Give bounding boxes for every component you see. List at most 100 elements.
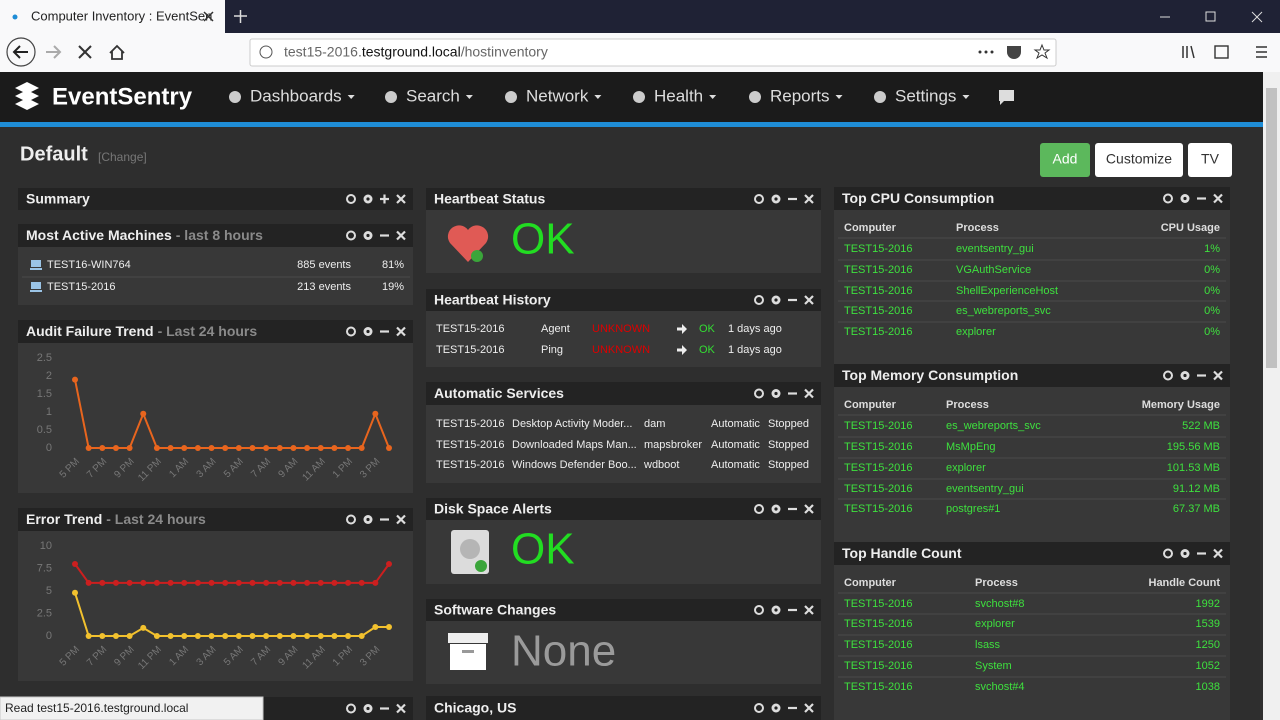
widget-header	[426, 382, 821, 405]
settings-hole	[1183, 373, 1187, 378]
button-label[interactable]: Add	[1053, 151, 1078, 167]
data-point	[317, 579, 324, 586]
nav-caret	[465, 95, 473, 99]
button-label[interactable]: Customize	[1106, 151, 1172, 167]
data-point	[208, 633, 215, 639]
tab-favicon	[12, 14, 18, 20]
button[interactable]	[1188, 143, 1232, 177]
column-header: Process	[956, 222, 999, 234]
close-icon	[804, 703, 814, 713]
url-bar[interactable]	[249, 38, 1057, 67]
data-point	[331, 633, 338, 639]
settings-hole	[774, 197, 778, 201]
refresh-icon[interactable]	[754, 295, 764, 305]
widget-body	[834, 565, 1230, 720]
cell: es_webreports_svc	[956, 305, 1051, 317]
data-point	[386, 624, 392, 630]
y-tick-label: 2.5	[37, 352, 52, 364]
y-tick-label: 0	[46, 442, 52, 454]
refresh-icon[interactable]	[1163, 548, 1173, 559]
stop	[78, 45, 92, 59]
nav-item[interactable]: Search	[406, 86, 460, 105]
chat-icon[interactable]	[999, 90, 1014, 105]
cell: Ping	[541, 344, 563, 356]
refresh-icon[interactable]	[346, 230, 356, 241]
data-point	[85, 633, 92, 639]
close-icon	[804, 295, 814, 305]
box-handle	[462, 650, 474, 653]
widget-body	[426, 520, 821, 584]
refresh-icon[interactable]	[754, 605, 764, 615]
data-point	[85, 579, 92, 586]
restore	[1205, 11, 1216, 22]
refresh-icon[interactable]	[346, 326, 356, 337]
settings-hole	[366, 197, 370, 201]
refresh-icon[interactable]	[754, 703, 764, 713]
data-point	[345, 579, 352, 586]
widget-body	[426, 405, 821, 483]
widget-header	[426, 188, 821, 210]
data-point	[140, 410, 147, 417]
home[interactable]	[109, 44, 125, 60]
data-point	[249, 579, 256, 586]
data-point	[372, 624, 379, 630]
cell: TEST15-2016	[844, 681, 912, 693]
cell: Windows Defender Boo...	[512, 459, 637, 471]
page-actions	[984, 50, 988, 54]
arrow-icon	[677, 324, 687, 334]
cell: mapsbroker	[644, 439, 702, 451]
button[interactable]	[1095, 143, 1183, 177]
nav-item[interactable]: Health	[654, 86, 703, 105]
refresh-icon[interactable]	[1163, 370, 1173, 381]
page-actions	[978, 50, 982, 54]
widget-title: Chicago, US	[434, 700, 516, 716]
cell: UNKNOWN	[592, 323, 650, 335]
cell: UNKNOWN	[592, 344, 650, 356]
cell: TEST15-2016	[844, 264, 912, 276]
refresh-icon[interactable]	[346, 703, 356, 714]
nav-item[interactable]: Settings	[895, 86, 956, 105]
cell: 522 MB	[1182, 420, 1220, 432]
cell: TEST15-2016	[844, 441, 912, 453]
nav-item[interactable]: Reports	[770, 86, 830, 105]
close-icon	[1213, 193, 1223, 204]
cell: Stopped	[768, 439, 809, 451]
cell: TEST15-2016	[436, 323, 504, 335]
y-tick-label: 0.5	[37, 424, 52, 436]
cell: TEST15-2016	[844, 503, 912, 515]
cell: TEST15-2016	[844, 639, 912, 651]
nav-icon	[633, 91, 645, 103]
column-header: Computer	[844, 577, 897, 589]
active-tab[interactable]	[0, 0, 225, 33]
refresh-icon[interactable]	[1163, 193, 1173, 204]
settings-hole	[774, 391, 778, 396]
cell: wdboot	[643, 459, 679, 471]
cell: Automatic	[711, 439, 760, 451]
cell: postgres#1	[946, 503, 1000, 515]
refresh-icon[interactable]	[754, 194, 764, 204]
nav-icon	[385, 91, 397, 103]
refresh-icon[interactable]	[346, 194, 356, 204]
library	[1190, 45, 1195, 59]
scroll-thumb	[1266, 88, 1277, 368]
change-link[interactable]: [Change]	[98, 150, 147, 164]
data-point	[304, 633, 311, 639]
back-button[interactable]	[6, 37, 36, 67]
cell: TEST15-2016	[844, 618, 912, 630]
data-point	[194, 579, 201, 586]
nav-item[interactable]: Network	[526, 86, 589, 105]
refresh-icon[interactable]	[346, 514, 356, 525]
data-point	[99, 633, 106, 639]
cell: eventsentry_gui	[946, 483, 1024, 495]
check-badge	[471, 250, 483, 262]
cell: VGAuthService	[956, 264, 1031, 276]
cell: 1539	[1196, 618, 1220, 630]
cell: MsMpEng	[946, 441, 996, 453]
nav-item[interactable]: Dashboards	[250, 86, 342, 105]
button[interactable]	[1040, 143, 1090, 177]
refresh-icon[interactable]	[754, 504, 764, 514]
refresh-icon[interactable]	[754, 388, 764, 399]
button-label[interactable]: TV	[1201, 151, 1220, 167]
url-text: /hostinventory	[461, 44, 548, 60]
